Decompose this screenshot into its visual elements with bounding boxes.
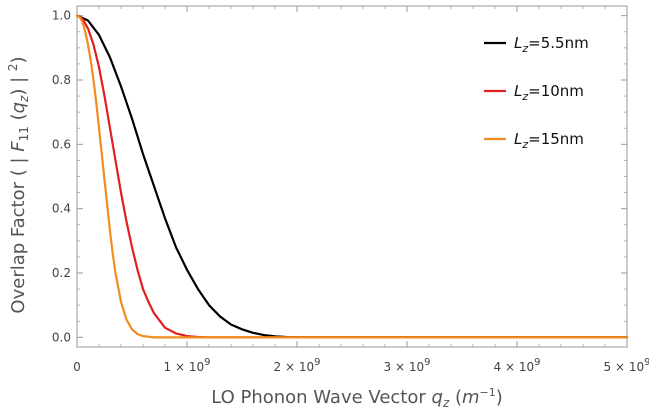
y-axis-title: Overlap Factor ( | F11 (qz) | 2) (6, 56, 31, 313)
series-line-lz-15nm (75, 14, 629, 339)
x-tick-label: 4 × 109 (494, 357, 541, 374)
x-axis-title: LO Phonon Wave Vector qz (m−1) (211, 386, 503, 410)
legend-label-lz-15nm: Lz=15nm (514, 130, 584, 151)
x-tick-label: 1 × 109 (164, 357, 211, 374)
x-tick-label: 5 × 109 (604, 357, 649, 374)
y-tick-label: 0.0 (52, 330, 71, 344)
y-tick-label: 0.8 (52, 73, 71, 87)
y-tick-label: 0.4 (52, 202, 71, 216)
x-tick-label: 0 (73, 360, 81, 374)
plot-frame (76, 5, 628, 348)
series-line-lz-5-5nm (75, 14, 629, 339)
series-layer (75, 14, 629, 339)
y-tick-label: 0.6 (52, 137, 71, 151)
y-tick-label: 0.2 (52, 266, 71, 280)
ticks-layer: 0 1 × 109 2 × 109 3 × 109 4 × 109 5 × 109 0.0 0… (52, 6, 649, 374)
series-line-lz-10nm (75, 14, 629, 339)
x-tick-label: 2 × 109 (274, 357, 321, 374)
legend-label-lz-5-5nm: Lz=5.5nm (514, 34, 589, 55)
plot-frame-layer (76, 5, 628, 348)
x-tick-label: 3 × 109 (384, 357, 431, 374)
legend: Lz=5.5nm Lz=10nm Lz=15nm (484, 34, 589, 151)
legend-label-lz-10nm: Lz=10nm (514, 82, 584, 103)
y-tick-label: 1.0 (52, 9, 71, 23)
